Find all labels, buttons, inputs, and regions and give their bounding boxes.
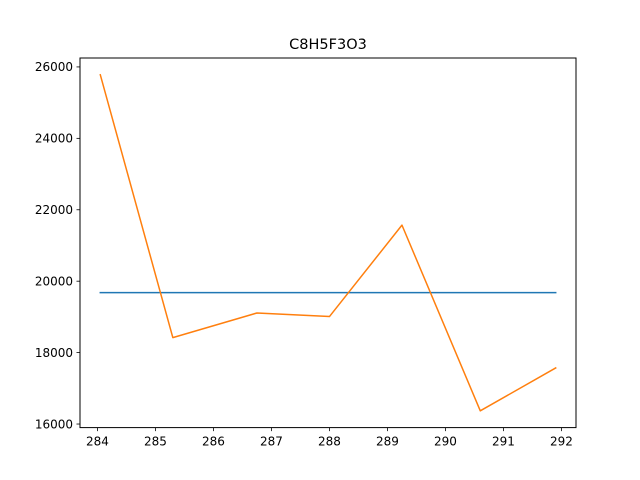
y-tick-label: 18000 bbox=[35, 346, 73, 360]
series-line-1 bbox=[99, 73, 557, 412]
x-tick-label: 285 bbox=[144, 435, 167, 449]
y-axis: 16000 18000 20000 22000 24000 26000 bbox=[35, 60, 80, 431]
series-layer bbox=[99, 73, 557, 412]
x-tick-label: 290 bbox=[434, 435, 457, 449]
chart-title: C8H5F3O3 bbox=[289, 37, 367, 53]
x-axis: 284 285 286 287 288 289 290 291 292 bbox=[86, 427, 573, 449]
y-tick-label: 20000 bbox=[35, 274, 73, 288]
x-tick-label: 292 bbox=[550, 435, 573, 449]
y-tick-label: 22000 bbox=[35, 203, 73, 217]
plot-frame bbox=[79, 57, 577, 429]
x-tick-label: 284 bbox=[86, 435, 109, 449]
x-tick-label: 286 bbox=[202, 435, 225, 449]
x-tick-label: 288 bbox=[318, 435, 341, 449]
x-tick-label: 287 bbox=[260, 435, 283, 449]
x-tick-label: 291 bbox=[492, 435, 515, 449]
y-tick-label: 24000 bbox=[35, 132, 73, 146]
y-tick-label: 16000 bbox=[35, 417, 73, 431]
y-tick-label: 26000 bbox=[35, 60, 73, 74]
x-tick-label: 289 bbox=[376, 435, 399, 449]
